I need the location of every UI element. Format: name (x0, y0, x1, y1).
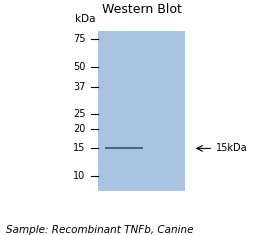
Text: Sample: Recombinant TNFb, Canine: Sample: Recombinant TNFb, Canine (6, 225, 194, 235)
Text: 15: 15 (73, 143, 86, 153)
Text: kDa: kDa (75, 14, 96, 24)
Text: Western Blot: Western Blot (102, 3, 182, 16)
Text: 20: 20 (73, 124, 86, 134)
Text: 15kDa: 15kDa (216, 143, 247, 153)
Text: 25: 25 (73, 109, 86, 119)
Text: 37: 37 (73, 82, 86, 92)
Text: 50: 50 (73, 62, 86, 72)
Text: 75: 75 (73, 34, 86, 44)
Text: 10: 10 (73, 171, 86, 181)
FancyBboxPatch shape (98, 31, 185, 191)
